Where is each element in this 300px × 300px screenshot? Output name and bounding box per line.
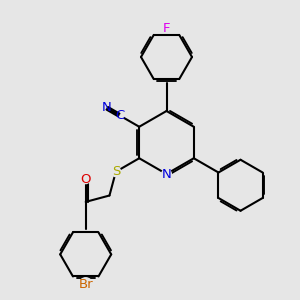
Text: N: N [101,101,111,114]
Text: Br: Br [78,278,93,291]
Circle shape [82,175,90,184]
Circle shape [116,112,124,119]
Circle shape [79,278,92,291]
Text: F: F [163,22,170,35]
Text: O: O [80,173,91,186]
Circle shape [162,169,171,179]
Text: N: N [162,167,171,181]
Circle shape [111,167,121,176]
Text: C: C [115,109,124,122]
Circle shape [163,25,170,32]
Text: S: S [112,165,120,178]
Circle shape [102,104,110,112]
